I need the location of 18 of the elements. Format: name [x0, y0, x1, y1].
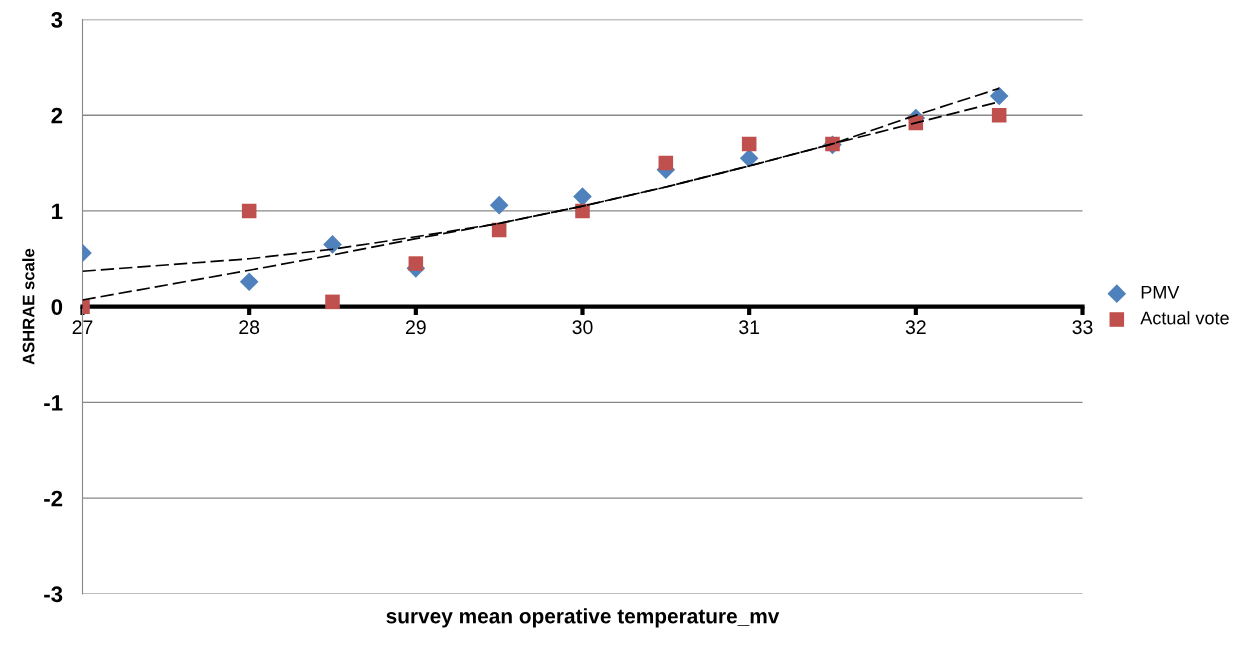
- y-axis-title: ASHRAE scale: [22, 248, 35, 365]
- x-tick-label: 27: [72, 320, 93, 334]
- y-tick-label: 1: [52, 203, 63, 219]
- x-tick-label: 30: [572, 320, 593, 335]
- legend-label: PMV: [1141, 285, 1180, 299]
- y-tick-label: -1: [44, 395, 63, 411]
- x-axis-title: survey mean operative temperature_mv: [386, 608, 780, 628]
- x-tick-label: 29: [406, 320, 426, 335]
- y-tick-label: 2: [51, 107, 63, 124]
- x-tick-label: 32: [905, 320, 926, 335]
- y-tick-label: 0: [51, 299, 63, 315]
- legend-label: Actual vote: [1140, 311, 1229, 325]
- x-tick-label: 28: [239, 320, 260, 335]
- y-tick-label: -2: [44, 490, 63, 507]
- y-tick-label: -3: [44, 586, 63, 603]
- x-tick-label: 33: [1072, 320, 1093, 335]
- y-tick-label: 3: [51, 12, 63, 28]
- x-tick-label: 31: [739, 320, 760, 335]
